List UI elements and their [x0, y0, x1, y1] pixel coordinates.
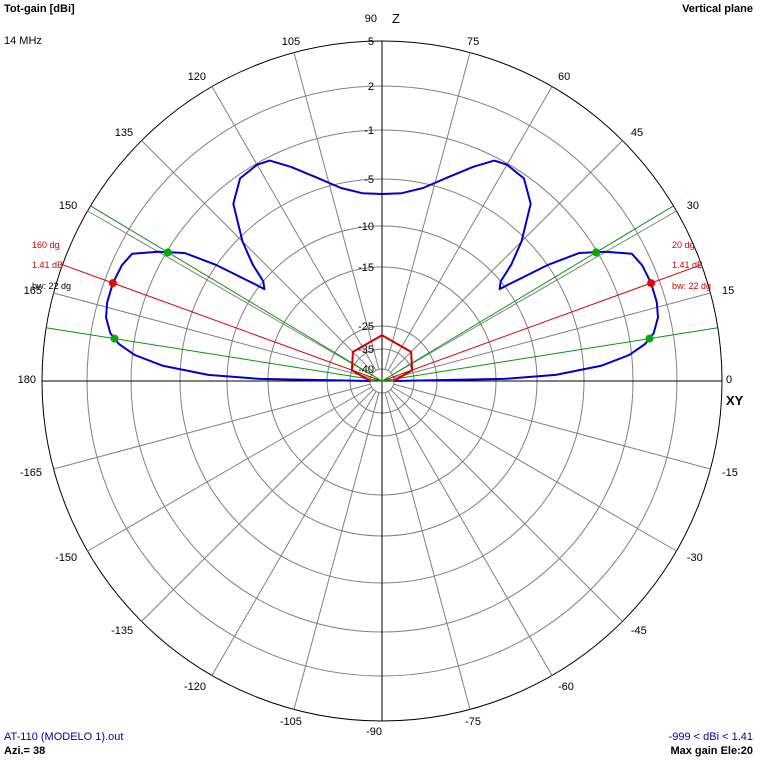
radial-tick-label: -15: [358, 262, 374, 274]
half-power-dot: [645, 334, 654, 343]
angle-tick-label: 165: [24, 285, 42, 297]
half-power-marker-line: [381, 205, 674, 382]
angle-tick-label: 180: [18, 374, 36, 386]
radial-tick-label: -25: [358, 321, 374, 333]
angle-tick-label: -45: [631, 625, 647, 637]
grid-spoke: [390, 140, 623, 373]
angle-tick-label: 45: [631, 127, 643, 139]
beamwidth-marker-dots: [108, 248, 656, 343]
grid-spoke: [384, 392, 471, 710]
radial-tick-label: 2: [368, 81, 374, 93]
grid-spoke: [141, 140, 374, 373]
secondary-pattern-line: [350, 334, 414, 382]
half-power-dot: [592, 248, 601, 257]
angle-tick-label: 0: [726, 374, 732, 386]
grid-spoke: [53, 292, 371, 379]
grid-spoke: [392, 210, 677, 376]
angle-tick-label: 105: [282, 36, 300, 48]
radial-tick-label: -1: [364, 125, 374, 137]
radial-tick-label: -40: [358, 364, 374, 376]
angle-tick-label: 135: [115, 127, 133, 139]
radial-tick-label: -10: [358, 221, 374, 233]
plane-label: Vertical plane: [682, 3, 753, 15]
angle-tick-label: 150: [59, 200, 77, 212]
marker-label: 20 dg: [672, 240, 695, 250]
angle-tick-label: 75: [467, 36, 479, 48]
angle-tick-label: -105: [280, 716, 302, 728]
radial-tick-label: -5: [364, 174, 374, 186]
grid-spoke: [211, 391, 377, 676]
angle-tick-label: -30: [687, 552, 703, 564]
half-power-dot: [163, 248, 172, 257]
radial-tick-labels: 5 2 -1 -5 -10 -15 -25 -35 -40: [358, 36, 374, 376]
angle-tick-label: -120: [184, 681, 206, 693]
grid-spoke: [392, 386, 677, 552]
grid-spoke: [387, 391, 553, 676]
half-power-dot: [110, 334, 119, 343]
angle-tick-label: -165: [20, 467, 42, 479]
angle-tick-label: -75: [465, 716, 481, 728]
half-power-marker-line: [381, 327, 718, 382]
gain-range-label: -999 < dBi < 1.41: [668, 731, 753, 743]
angle-tick-label: 60: [558, 71, 570, 83]
grid-spoke: [293, 392, 380, 710]
peak-gain-dot: [108, 279, 117, 288]
marker-label: bw: 22 dg: [672, 281, 711, 291]
azimuth-label: Azi.= 38: [4, 745, 46, 757]
filename-label: AT-110 (MODELO 1).out: [4, 731, 124, 743]
angle-tick-label: -135: [111, 625, 133, 637]
angle-tick-label: -150: [55, 552, 77, 564]
angle-tick-label: 120: [188, 71, 206, 83]
radial-tick-label: -35: [358, 344, 374, 356]
grid-spoke: [87, 210, 372, 376]
grid-spoke: [387, 86, 553, 371]
marker-label: bw: 22 dg: [32, 281, 71, 291]
gain-title: Tot-gain [dBi]: [4, 3, 75, 15]
grid-spoke: [393, 383, 711, 470]
grid-spoke: [141, 389, 374, 622]
peak-gain-dot: [647, 279, 656, 288]
grid-spoke: [384, 52, 471, 370]
angle-tick-label: -60: [558, 681, 574, 693]
angle-tick-label: 30: [687, 200, 699, 212]
grid-spoke: [293, 52, 380, 370]
angle-tick-label: 90: [365, 13, 377, 25]
grid-spoke: [393, 292, 711, 379]
grid-spoke: [87, 386, 372, 552]
beamwidth-marker-labels: 20 dg 1.41 dB bw: 22 dg 160 dg 1.41 dB bw: 22…: [32, 240, 711, 291]
angle-tick-label: -90: [366, 726, 382, 738]
axis-label-z: Z: [392, 11, 400, 26]
angle-tick-label: 15: [722, 285, 734, 297]
marker-label: 1.41 dB: [32, 260, 63, 270]
radial-tick-label: 5: [368, 36, 374, 48]
gain-pattern-line: [105, 159, 659, 382]
axis-label-xy: XY: [726, 393, 744, 408]
frequency-label: 14 MHz: [4, 35, 42, 47]
half-power-marker-line: [90, 205, 383, 382]
grid-spoke: [390, 389, 623, 622]
angle-tick-label: -15: [722, 467, 738, 479]
half-power-marker-line: [46, 327, 383, 382]
grid-spoke: [211, 86, 377, 371]
angle-tick-labels: 0 15 30 45 60 75 90 105 120 135 150 165 180 -165 -150 -…: [18, 13, 738, 738]
max-gain-label: Max gain Ele:20: [670, 745, 753, 757]
marker-label: 160 dg: [32, 240, 60, 250]
marker-label: 1.41 dB: [672, 260, 703, 270]
gain-series: [105, 159, 659, 382]
grid-spoke: [53, 383, 371, 470]
